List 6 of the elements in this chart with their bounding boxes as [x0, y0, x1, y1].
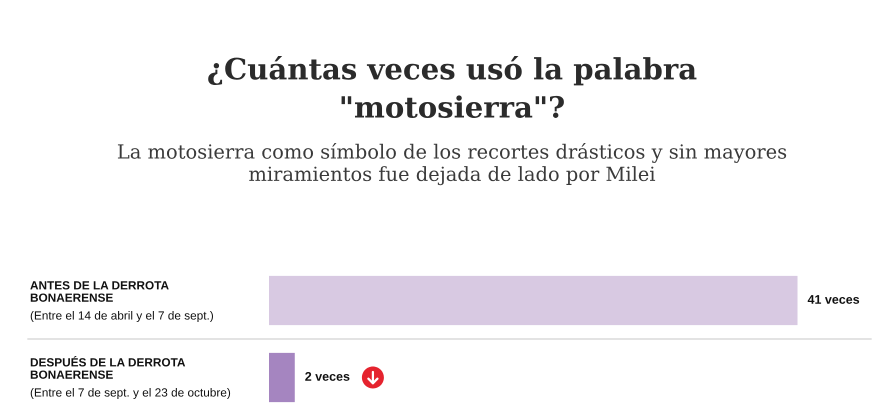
- chart-subtitle: La motosierra como símbolo de los recortes drásticos y sin mayores miramientos fue dejada de lado por Milei: [118, 143, 786, 186]
- y-tick-label: ANTES DE LA DERROTA BONAERENSE (Entre el 14 de abril y el 7 de sept.): [30, 281, 214, 322]
- chart-title: ¿Cuántas veces usó la palabra "motosierra"?: [208, 56, 696, 118]
- data-label: 2 veces: [305, 372, 350, 381]
- y-tick-label: DESPUÉS DE LA DERROTA BONAERENSE (Entre el 7 de sept. y el 23 de octubre): [30, 356, 230, 400]
- data-label: 41 veces: [808, 295, 860, 304]
